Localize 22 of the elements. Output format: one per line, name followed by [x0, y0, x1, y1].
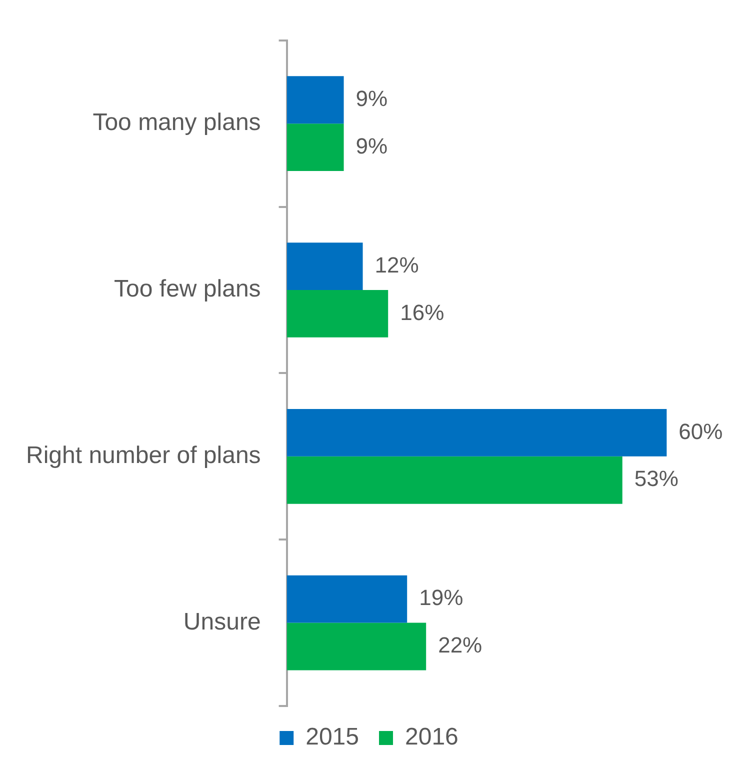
data-label: 19% [419, 585, 464, 610]
legend-label: 2015 [306, 724, 359, 751]
bar [286, 76, 344, 124]
y-tick-label: Too few plans [114, 276, 261, 303]
data-label: 16% [400, 300, 444, 325]
bar [286, 622, 426, 670]
data-label: 60% [678, 418, 723, 444]
data-label: 53% [634, 466, 678, 492]
bar [286, 408, 667, 456]
legend-label: 2016 [405, 724, 458, 751]
data-label: 9% [356, 86, 388, 111]
data-label: 12% [374, 252, 419, 278]
bar [286, 575, 408, 623]
bar [286, 242, 363, 290]
data-label: 9% [356, 133, 388, 158]
y-tick-label: Too many plans [92, 109, 261, 136]
bar [286, 124, 344, 172]
bar [286, 290, 388, 338]
y-tick-label: Right number of plans [26, 442, 261, 470]
y-tick-label: Unsure [183, 608, 261, 636]
data-label: 22% [438, 632, 482, 658]
bar [286, 456, 622, 504]
